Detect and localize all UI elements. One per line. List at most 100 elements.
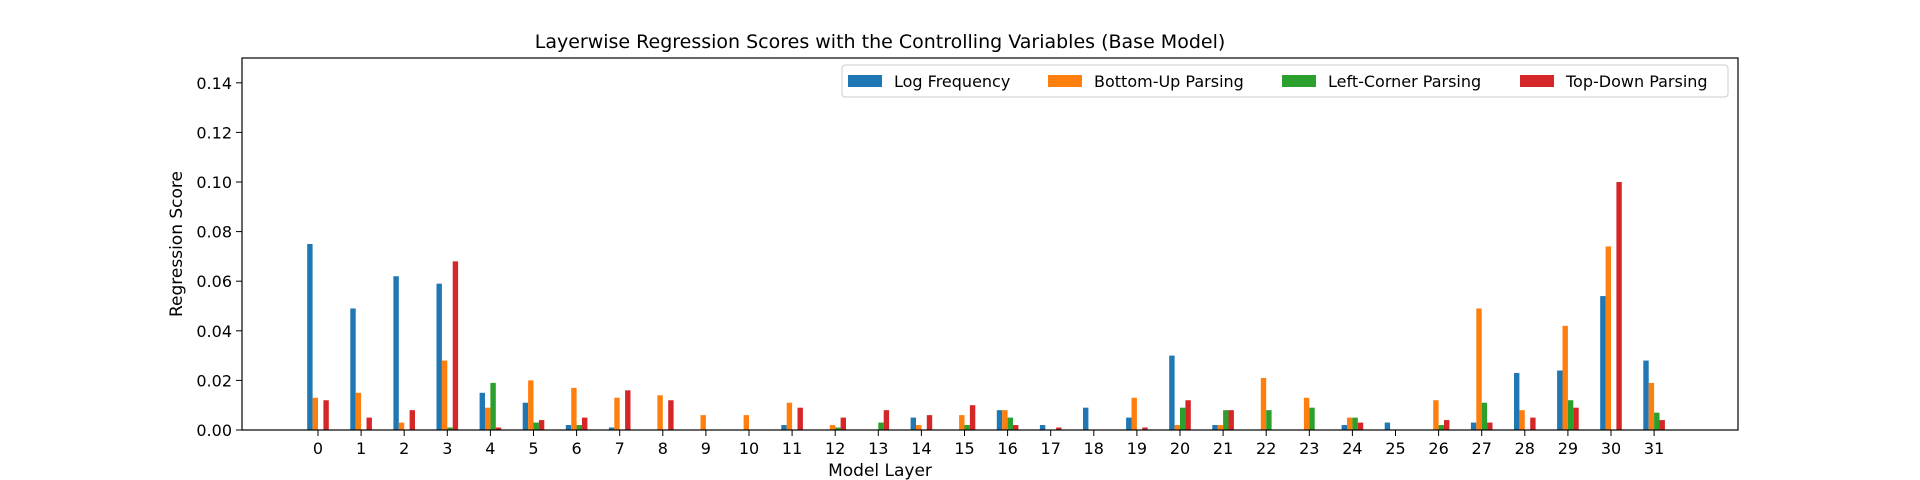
bar xyxy=(1131,397,1137,430)
x-tick-label: 26 xyxy=(1428,439,1448,458)
plot-frame xyxy=(241,57,1739,431)
x-tick-label: 17 xyxy=(1041,439,1061,458)
x-tick-label: 8 xyxy=(658,439,668,458)
bar xyxy=(522,402,529,430)
bar xyxy=(916,425,922,430)
bar xyxy=(355,392,362,430)
bar xyxy=(608,427,615,430)
series-2 xyxy=(447,382,1660,430)
bar xyxy=(1056,427,1062,430)
bar xyxy=(1444,420,1450,430)
bar xyxy=(528,380,534,430)
bar xyxy=(996,410,1003,430)
bar xyxy=(1648,382,1655,430)
bar xyxy=(781,425,787,430)
bar xyxy=(1174,425,1180,430)
x-axis-label: Model Layer xyxy=(828,461,932,480)
x-tick-label: 24 xyxy=(1342,439,1362,458)
bar xyxy=(1643,360,1649,430)
bar xyxy=(1039,425,1046,430)
plot-area: 0.000.020.040.060.080.100.120.140 1 2 3 4 5 6 7… xyxy=(196,57,1739,458)
bar xyxy=(538,420,545,430)
bar xyxy=(883,410,890,430)
x-tick-label: 10 xyxy=(739,439,759,458)
bar xyxy=(1013,425,1019,430)
bar xyxy=(1002,410,1008,430)
bar xyxy=(1433,400,1439,430)
x-tick-label: 18 xyxy=(1084,439,1104,458)
bar xyxy=(668,400,674,430)
x-tick-label: 25 xyxy=(1385,439,1405,458)
y-tick-label: 0.04 xyxy=(196,322,232,341)
y-tick-label: 0.02 xyxy=(196,371,232,390)
bar xyxy=(485,407,491,430)
x-tick-label: 11 xyxy=(782,439,802,458)
bar xyxy=(1126,417,1132,430)
x-tick-label: 15 xyxy=(954,439,974,458)
x-tick-label: 29 xyxy=(1558,439,1578,458)
bar xyxy=(312,397,318,430)
x-tick-label: 3 xyxy=(442,439,452,458)
series-1 xyxy=(312,246,1655,430)
bar xyxy=(878,422,884,430)
x-tick-label: 1 xyxy=(356,439,366,458)
chart-title: Layerwise Regression Scores with the Con… xyxy=(535,31,1226,53)
y-axis-label: Regression Score xyxy=(167,171,187,317)
x-tick-label: 9 xyxy=(701,439,711,458)
x-tick-label: 21 xyxy=(1213,439,1233,458)
bar xyxy=(964,425,970,430)
bar xyxy=(452,261,459,430)
bar xyxy=(1309,407,1315,430)
bar xyxy=(1481,402,1488,430)
bar xyxy=(1347,417,1353,430)
bar xyxy=(835,427,841,430)
bar xyxy=(1616,182,1622,430)
bar xyxy=(625,390,631,430)
x-tick-label: 4 xyxy=(485,439,495,458)
bar xyxy=(571,387,577,430)
x-tick-label: 22 xyxy=(1256,439,1276,458)
x-tick-label: 27 xyxy=(1472,439,1492,458)
bar xyxy=(1470,422,1477,430)
bar xyxy=(926,415,933,430)
bar xyxy=(1357,422,1364,430)
x-tick-label: 12 xyxy=(825,439,845,458)
bar xyxy=(829,425,836,430)
bar xyxy=(307,244,313,430)
bar xyxy=(582,417,588,430)
bar xyxy=(1169,355,1175,430)
x-tick-label: 19 xyxy=(1127,439,1147,458)
legend-label: Bottom-Up Parsing xyxy=(1094,72,1244,91)
bar xyxy=(495,427,502,430)
bar xyxy=(1303,397,1310,430)
bar xyxy=(350,308,356,430)
bar xyxy=(840,417,846,430)
bar xyxy=(1530,417,1536,430)
bar xyxy=(1223,410,1229,430)
bar xyxy=(479,392,485,430)
legend-swatch xyxy=(1520,75,1554,87)
bar xyxy=(1007,417,1013,430)
x-tick-label: 5 xyxy=(528,439,538,458)
bar xyxy=(323,400,329,430)
bar xyxy=(1341,425,1347,430)
x-tick-label: 13 xyxy=(868,439,888,458)
bar xyxy=(447,427,453,430)
bar xyxy=(743,415,749,430)
legend-label: Top-Down Parsing xyxy=(1565,72,1708,91)
bar xyxy=(657,395,663,430)
x-tick-label: 16 xyxy=(997,439,1017,458)
bar xyxy=(1142,427,1148,430)
legend-label: Log Frequency xyxy=(894,72,1010,91)
bar xyxy=(1228,410,1234,430)
bar xyxy=(576,425,582,430)
y-tick-label: 0.00 xyxy=(196,421,232,440)
legend-label: Left-Corner Parsing xyxy=(1328,72,1481,91)
x-tick-label: 2 xyxy=(399,439,409,458)
bar xyxy=(700,415,706,430)
bar xyxy=(910,417,916,430)
bar xyxy=(393,276,399,430)
bar xyxy=(969,405,976,430)
bar xyxy=(1352,417,1358,430)
